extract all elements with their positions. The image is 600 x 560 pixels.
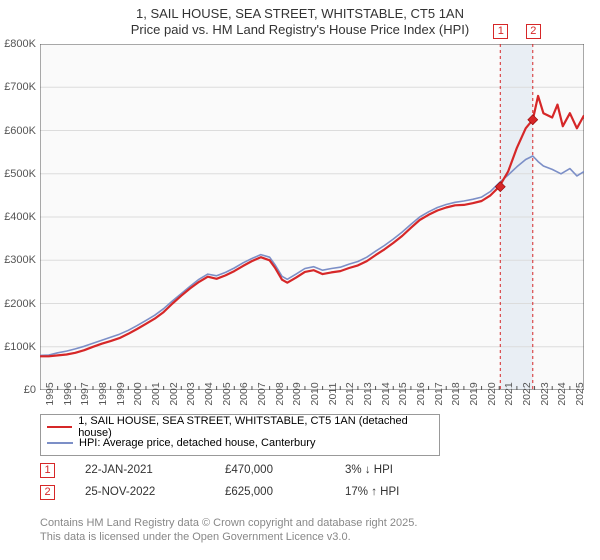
x-tick-label: 2001: [150, 382, 162, 405]
y-tick-label: £700K: [4, 81, 36, 93]
x-tick-label: 2005: [221, 382, 233, 405]
x-tick-label: 2015: [397, 382, 409, 405]
legend-label: 1, SAIL HOUSE, SEA STREET, WHITSTABLE, C…: [78, 415, 433, 439]
legend-box: 1, SAIL HOUSE, SEA STREET, WHITSTABLE, C…: [40, 414, 440, 456]
marker-table: 1 22-JAN-2021 £470,000 3% ↓ HPI 2 25-NOV-2022…: [40, 459, 435, 503]
x-tick-label: 2016: [415, 382, 427, 405]
title-line-2: Price paid vs. HM Land Registry's House …: [0, 22, 600, 38]
x-tick-label: 2021: [503, 382, 515, 405]
y-tick-label: £100K: [4, 341, 36, 353]
x-tick-label: 2000: [132, 382, 144, 405]
x-tick-label: 2022: [521, 382, 533, 405]
marker-price: £470,000: [225, 464, 315, 476]
sale-callout: 2: [526, 24, 541, 39]
chart-title-block: 1, SAIL HOUSE, SEA STREET, WHITSTABLE, C…: [0, 0, 600, 41]
y-tick-label: £0: [24, 384, 36, 396]
y-tick-label: £300K: [4, 254, 36, 266]
x-tick-label: 2023: [539, 382, 551, 405]
x-tick-label: 1999: [115, 382, 127, 405]
y-tick-label: £600K: [4, 125, 36, 137]
footer-attribution: Contains HM Land Registry data © Crown c…: [40, 516, 417, 545]
marker-date: 25-NOV-2022: [85, 486, 195, 498]
marker-number: 1: [40, 463, 55, 478]
legend-label: HPI: Average price, detached house, Cant…: [79, 437, 315, 449]
x-tick-label: 2006: [238, 382, 250, 405]
x-tick-label: 2007: [256, 382, 268, 405]
legend-swatch: [47, 442, 73, 444]
x-tick-label: 1998: [97, 382, 109, 405]
y-tick-label: £500K: [4, 168, 36, 180]
legend-swatch: [47, 426, 72, 428]
marker-delta: 3% ↓ HPI: [345, 464, 435, 476]
title-line-1: 1, SAIL HOUSE, SEA STREET, WHITSTABLE, C…: [0, 6, 600, 22]
x-tick-label: 2003: [185, 382, 197, 405]
marker-number: 2: [40, 485, 55, 500]
x-tick-label: 1995: [44, 382, 56, 405]
legend-row: 1, SAIL HOUSE, SEA STREET, WHITSTABLE, C…: [47, 419, 433, 435]
x-tick-label: 2008: [274, 382, 286, 405]
footer-line-2: This data is licensed under the Open Gov…: [40, 530, 417, 544]
chart-area: 12: [40, 44, 584, 390]
x-tick-label: 2017: [433, 382, 445, 405]
sale-callout: 1: [493, 24, 508, 39]
x-tick-label: 2011: [327, 383, 339, 406]
footer-line-1: Contains HM Land Registry data © Crown c…: [40, 516, 417, 530]
x-tick-label: 2013: [362, 382, 374, 405]
x-tick-label: 2014: [380, 382, 392, 405]
x-tick-label: 1996: [62, 382, 74, 405]
x-tick-label: 2024: [556, 382, 568, 405]
marker-price: £625,000: [225, 486, 315, 498]
marker-date: 22-JAN-2021: [85, 464, 195, 476]
x-tick-label: 2010: [309, 382, 321, 405]
marker-delta: 17% ↑ HPI: [345, 486, 435, 498]
marker-row: 1 22-JAN-2021 £470,000 3% ↓ HPI: [40, 459, 435, 481]
x-tick-label: 2009: [291, 382, 303, 405]
x-tick-label: 2018: [450, 382, 462, 405]
x-tick-label: 2025: [574, 382, 586, 405]
x-tick-label: 2002: [168, 382, 180, 405]
x-tick-label: 1997: [79, 382, 91, 405]
y-tick-label: £200K: [4, 298, 36, 310]
marker-row: 2 25-NOV-2022 £625,000 17% ↑ HPI: [40, 481, 435, 503]
chart-svg: [40, 44, 584, 390]
x-tick-label: 2004: [203, 382, 215, 405]
x-tick-label: 2012: [344, 382, 356, 405]
y-tick-label: £800K: [4, 38, 36, 50]
x-tick-label: 2019: [468, 382, 480, 405]
x-tick-label: 2020: [486, 382, 498, 405]
y-tick-label: £400K: [4, 211, 36, 223]
